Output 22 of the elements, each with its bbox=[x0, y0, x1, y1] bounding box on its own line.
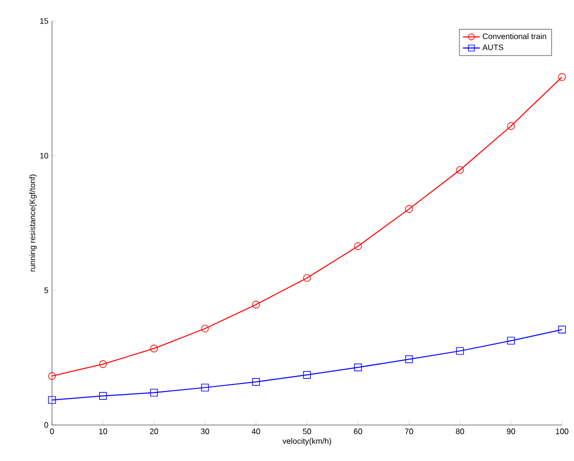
point bbox=[354, 364, 362, 372]
point bbox=[354, 242, 362, 250]
point bbox=[99, 360, 107, 368]
point bbox=[99, 392, 107, 400]
point bbox=[456, 347, 464, 355]
point bbox=[150, 388, 158, 397]
point bbox=[48, 372, 56, 380]
point bbox=[405, 355, 413, 364]
point bbox=[303, 274, 311, 282]
point bbox=[405, 205, 413, 213]
point bbox=[558, 326, 566, 334]
point bbox=[150, 344, 158, 352]
point bbox=[48, 396, 56, 404]
point bbox=[507, 336, 515, 345]
point bbox=[252, 300, 260, 308]
point bbox=[507, 122, 515, 130]
point bbox=[201, 324, 209, 332]
point bbox=[558, 73, 566, 81]
point bbox=[201, 384, 209, 392]
point bbox=[303, 371, 311, 379]
point bbox=[252, 378, 260, 386]
point bbox=[456, 166, 464, 174]
